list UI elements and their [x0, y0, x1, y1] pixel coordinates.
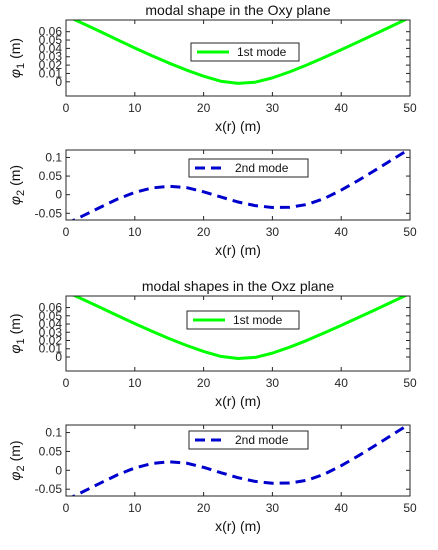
- x-tick-label: 20: [197, 225, 211, 239]
- chart-title: modal shape in the Oxy plane: [145, 2, 330, 18]
- y-tick-label: -0.05: [35, 482, 63, 496]
- y-axis-label: φ2 (m): [7, 165, 27, 205]
- y-axis-label: φ1 (m): [7, 313, 27, 353]
- legend-box: [186, 310, 300, 330]
- x-tick-label: 10: [128, 225, 142, 239]
- series-line-1: [71, 20, 409, 85]
- y-tick-label: 0.01: [39, 66, 63, 80]
- x-tick-label: 50: [403, 225, 417, 239]
- legend-box: [190, 42, 300, 62]
- legend-label: 2nd mode: [235, 161, 289, 175]
- y-tick-label: 0.01: [39, 342, 63, 356]
- legend: 2nd mode: [188, 430, 309, 450]
- y-tick-label: 0.05: [39, 33, 63, 47]
- legend: 1st mode: [186, 310, 300, 330]
- y-tick-label: 0: [55, 75, 62, 89]
- legend-label: 2nd mode: [235, 433, 289, 447]
- x-tick-label: 50: [403, 376, 417, 390]
- y-tick-label: 0.06: [39, 301, 63, 315]
- x-tick-label: 40: [335, 101, 349, 115]
- x-tick-label: 0: [63, 101, 70, 115]
- series-line-1: [70, 425, 410, 496]
- y-tick-label: 0.04: [39, 317, 63, 331]
- x-tick-label: 30: [266, 501, 280, 515]
- x-tick-label: 40: [335, 501, 349, 515]
- axes-box: [65, 149, 411, 221]
- x-tick-label: 50: [403, 101, 417, 115]
- chart-panel-1: 0 10 20 30 40 5000.010.020.030.040.050.06x(r)…: [7, 2, 417, 134]
- x-tick-label: 0: [63, 376, 70, 390]
- y-tick-label: 0: [55, 463, 62, 477]
- legend-label: 1st mode: [237, 45, 287, 59]
- x-tick-label: 50: [403, 501, 417, 515]
- y-tick-label: 0.06: [39, 25, 63, 39]
- x-tick-label: 20: [197, 101, 211, 115]
- chart-title: modal shapes in the Oxz plane: [142, 278, 334, 294]
- x-tick-label: 0: [63, 225, 70, 239]
- chart-panel-3: 0 10 20 30 40 5000.010.020.030.040.050.06x(r)…: [7, 278, 417, 409]
- axes-box: [65, 295, 411, 372]
- y-tick-label: 0.02: [39, 334, 63, 348]
- y-tick-label: 0.04: [39, 41, 63, 55]
- y-tick-label: 0.05: [39, 169, 63, 183]
- y-tick-label: 0.05: [39, 444, 63, 458]
- x-tick-label: 0: [63, 501, 70, 515]
- legend: 1st mode: [190, 42, 300, 62]
- x-tick-label: 30: [266, 225, 280, 239]
- x-tick-label: 10: [128, 376, 142, 390]
- y-tick-label: 0.02: [39, 58, 63, 72]
- axes-box: [65, 424, 411, 497]
- axes-box: [65, 19, 411, 97]
- y-tick-label: 0.1: [45, 150, 62, 164]
- y-tick-label: 0.05: [39, 309, 63, 323]
- legend-box: [188, 158, 309, 178]
- x-axis-label: x(r) (m): [215, 393, 261, 409]
- x-tick-label: 20: [197, 501, 211, 515]
- y-tick-label: 0.03: [39, 50, 63, 64]
- y-tick-label: 0.1: [45, 426, 62, 440]
- x-tick-label: 30: [266, 376, 280, 390]
- x-tick-label: 40: [335, 225, 349, 239]
- x-axis-label: x(r) (m): [215, 242, 261, 258]
- x-tick-label: 40: [335, 376, 349, 390]
- x-axis-label: x(r) (m): [215, 118, 261, 134]
- x-tick-label: 10: [128, 101, 142, 115]
- x-axis-label: x(r) (m): [215, 518, 261, 534]
- legend: 2nd mode: [188, 158, 309, 178]
- legend-box: [188, 430, 309, 450]
- series-line-1: [71, 296, 409, 361]
- y-tick-label: 0: [55, 188, 62, 202]
- x-tick-label: 10: [128, 501, 142, 515]
- y-tick-label: 0: [55, 350, 62, 364]
- legend-label: 1st mode: [233, 313, 283, 327]
- series-line-1: [70, 150, 410, 220]
- y-axis-label: φ1 (m): [7, 38, 27, 78]
- y-tick-label: 0.03: [39, 325, 63, 339]
- y-tick-label: -0.05: [35, 206, 63, 220]
- y-axis-label: φ2 (m): [7, 440, 27, 480]
- x-tick-label: 20: [197, 376, 211, 390]
- x-tick-label: 30: [266, 101, 280, 115]
